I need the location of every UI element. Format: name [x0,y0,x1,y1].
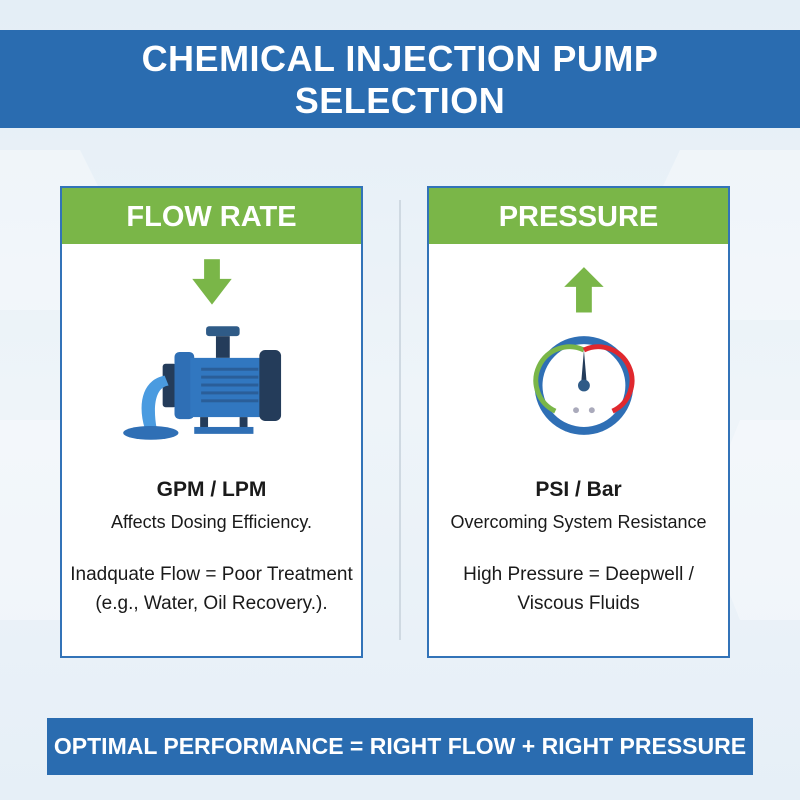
page-title: CHEMICAL INJECTION PUMP SELECTION [0,30,800,128]
flow-unit: GPM / LPM [156,478,267,501]
pressure-card: PRESSURE PSI / Bar Overcoming System Res… [427,186,730,658]
note-line: (e.g., Water, Oil Recovery.). [95,593,328,614]
footer-banner: OPTIMAL PERFORMANCE = RIGHT FLOW + RIGHT… [47,718,753,775]
flow-description: Affects Dosing Efficiency. [110,512,313,532]
card-heading: FLOW RATE [62,188,361,244]
title-line-1: CHEMICAL INJECTION PUMP [141,38,659,79]
title-line-2: SELECTION [294,80,506,121]
flow-rate-card: FLOW RATE GPM / LPM Affects Dosing Effic… [60,186,363,658]
flow-note: Inadquate Flow = Poor Treatment (e.g., W… [62,560,361,618]
pressure-description: Overcoming System Resistance [450,512,707,532]
note-line: High Pressure = Deepwell / [463,564,694,585]
arrow-down-icon [192,259,232,305]
pressure-gauge-icon [533,267,635,435]
arrow-up-icon [564,267,604,313]
pump-icon [123,259,282,440]
pressure-note: High Pressure = Deepwell / Viscous Fluid… [429,560,728,618]
divider [399,200,401,640]
card-heading: PRESSURE [429,188,728,244]
note-line: Viscous Fluids [517,593,640,614]
note-line: Inadquate Flow = Poor Treatment [70,564,353,585]
pressure-unit: PSI / Bar [535,478,622,501]
